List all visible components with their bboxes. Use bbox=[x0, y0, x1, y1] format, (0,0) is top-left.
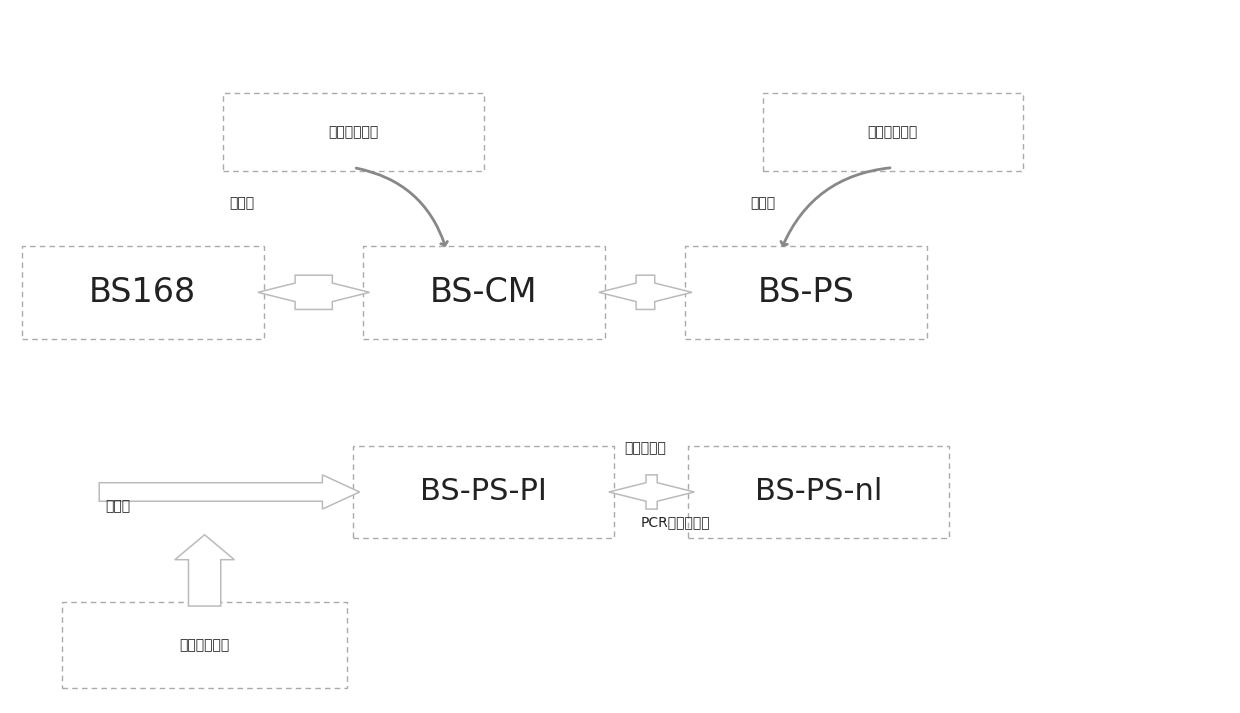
Text: BS-PS: BS-PS bbox=[758, 276, 854, 309]
FancyBboxPatch shape bbox=[684, 246, 928, 339]
Polygon shape bbox=[258, 275, 370, 309]
Text: 整合失活载体: 整合失活载体 bbox=[180, 638, 229, 652]
Text: BS-PS-nl: BS-PS-nl bbox=[755, 478, 882, 506]
FancyBboxPatch shape bbox=[763, 93, 1023, 171]
Polygon shape bbox=[175, 535, 234, 606]
FancyBboxPatch shape bbox=[362, 246, 605, 339]
Text: 双交换: 双交换 bbox=[750, 196, 775, 210]
Text: BS168: BS168 bbox=[89, 276, 196, 309]
Text: BS-CM: BS-CM bbox=[430, 276, 537, 309]
Text: 双交换: 双交换 bbox=[229, 196, 254, 210]
FancyBboxPatch shape bbox=[22, 246, 263, 339]
Text: 同源交换片段: 同源交换片段 bbox=[329, 125, 378, 139]
Text: BS-PS-PI: BS-PS-PI bbox=[420, 478, 547, 506]
Polygon shape bbox=[609, 475, 694, 509]
Text: 自发单交换: 自发单交换 bbox=[624, 441, 666, 455]
FancyBboxPatch shape bbox=[62, 602, 347, 688]
Text: PCR及平板检测: PCR及平板检测 bbox=[641, 515, 711, 529]
Polygon shape bbox=[599, 275, 692, 309]
FancyBboxPatch shape bbox=[688, 446, 949, 538]
Text: 同源交换片段: 同源交换片段 bbox=[868, 125, 918, 139]
FancyBboxPatch shape bbox=[353, 446, 614, 538]
Text: 单交换: 单交换 bbox=[105, 499, 130, 513]
FancyBboxPatch shape bbox=[223, 93, 484, 171]
Polygon shape bbox=[99, 475, 360, 509]
